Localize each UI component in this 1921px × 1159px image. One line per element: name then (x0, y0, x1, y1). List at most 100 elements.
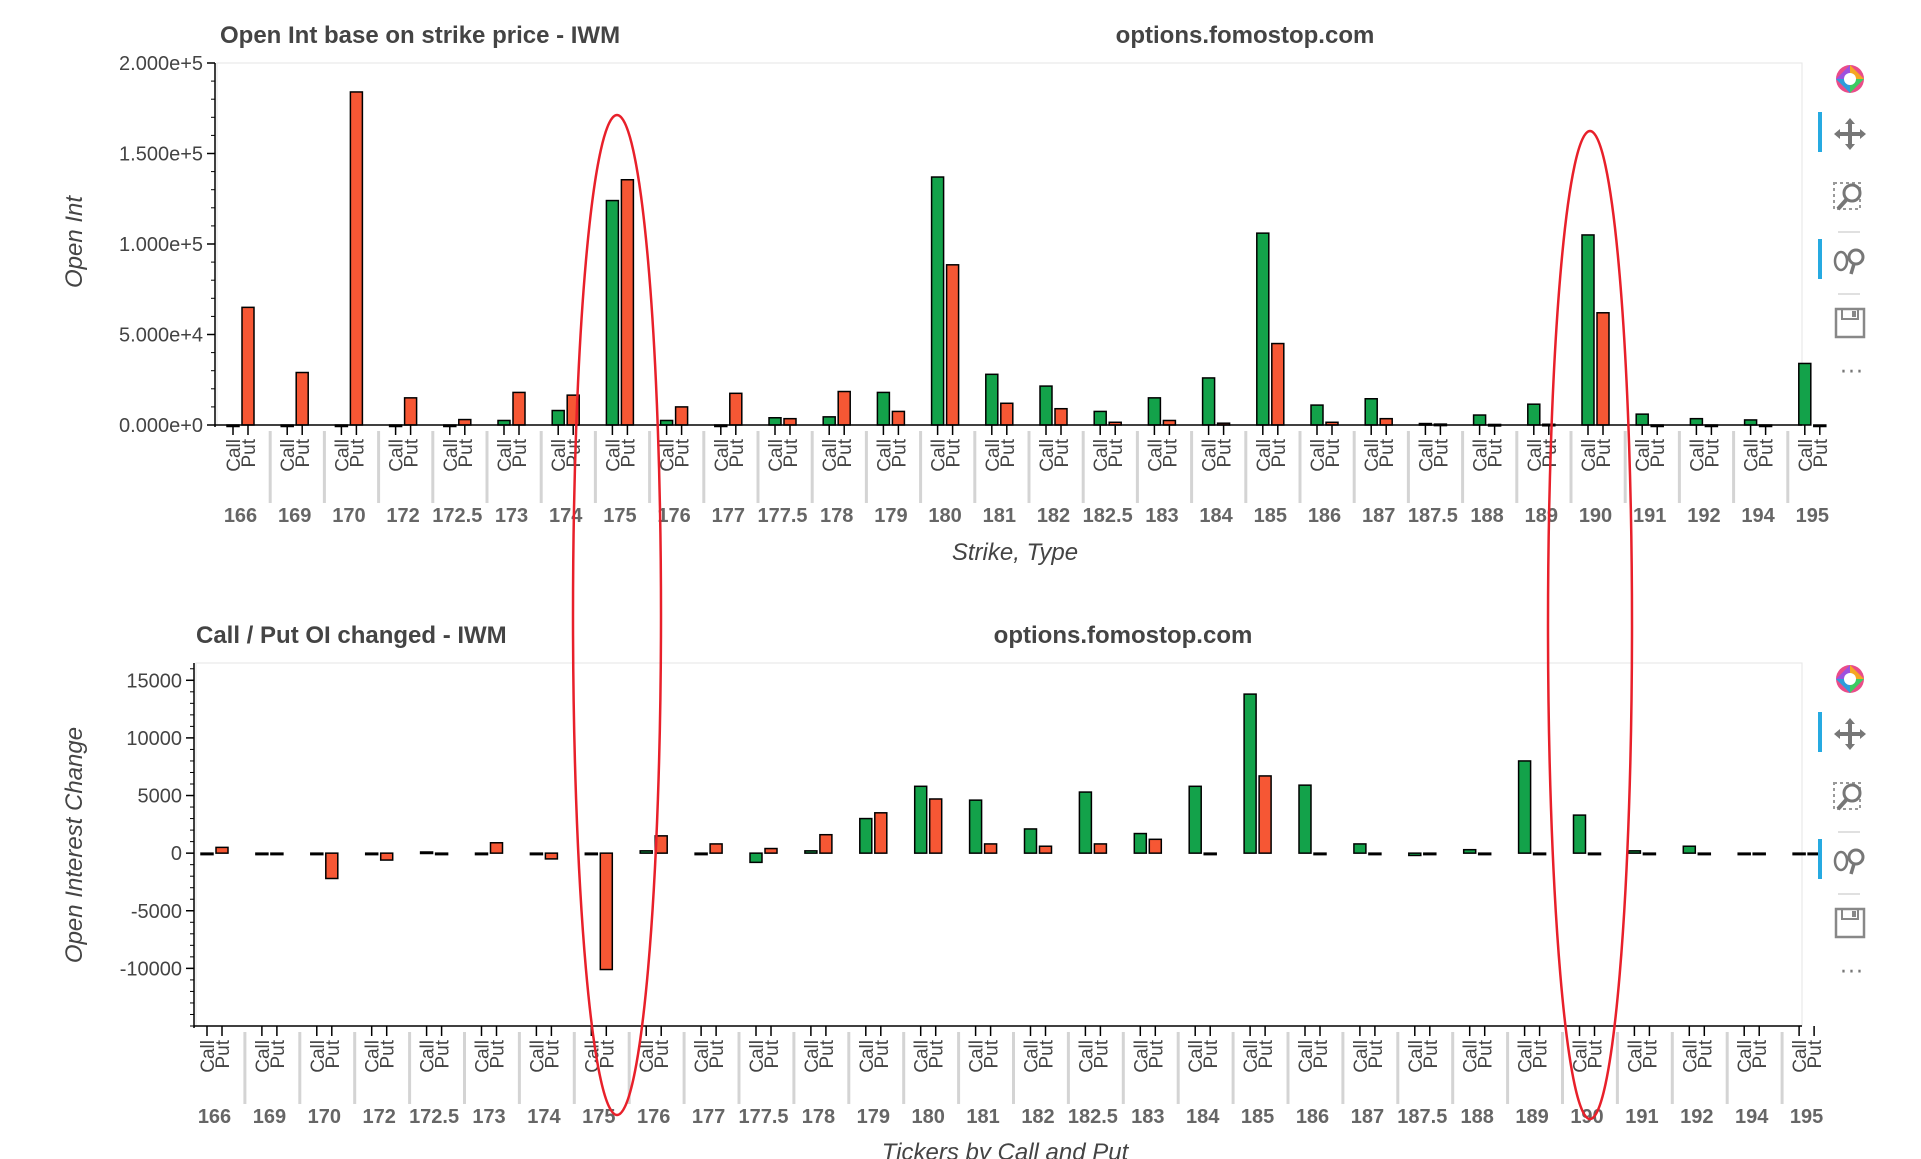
x-type-label: Put (542, 1039, 563, 1068)
bar-call (310, 852, 324, 856)
bar-call (419, 851, 434, 855)
bar-put (729, 392, 743, 426)
x-type-label: Put (927, 1039, 948, 1068)
box-zoom-icon[interactable] (1818, 773, 1878, 817)
x-type-label: Put (323, 1039, 344, 1068)
x-type-label: Call (1296, 1040, 1317, 1073)
x-strike-label: 175 (603, 505, 636, 527)
y-tick-label: -5000 (131, 901, 182, 923)
x-type-label: Put (1091, 1039, 1112, 1068)
x-strike-label: 192 (1687, 505, 1720, 527)
x-type-label: Call (418, 1040, 439, 1073)
x-type-label: Put (618, 438, 639, 467)
bar-put (434, 852, 449, 856)
bar-call (551, 409, 565, 426)
x-type-label: Put (488, 1039, 509, 1068)
x-strike-label: 187.5 (1397, 1106, 1447, 1128)
bar-call (1298, 784, 1312, 854)
wheel-zoom-icon[interactable] (1818, 237, 1878, 281)
x-type-label: Put (872, 1039, 893, 1068)
x-type-label: Put (1586, 1039, 1607, 1068)
x-strike-label: 173 (495, 505, 528, 527)
x-strike-label: 185 (1241, 1106, 1274, 1128)
x-type-label: Put (510, 438, 531, 467)
x-axis: CallPut166CallPut169CallPut170CallPut172… (194, 1025, 1826, 1128)
bar-put (403, 397, 418, 426)
bar-call (1792, 852, 1806, 856)
chart-watermark: options.fomostop.com (1116, 22, 1375, 49)
x-type-label: Put (597, 1039, 618, 1068)
bar-put (1368, 852, 1382, 856)
x-type-label: Put (1052, 438, 1073, 467)
x-type-label: Call (1516, 1040, 1537, 1073)
bar-call (1635, 413, 1649, 426)
x-type-label: Put (982, 1039, 1003, 1068)
oi-change-chart: Call / Put OI changed - IWM options.fomo… (61, 622, 1826, 1159)
bar-put (928, 798, 943, 854)
save-icon[interactable] (1818, 299, 1878, 343)
x-type-label: Put (1323, 438, 1344, 467)
x-type-label: Call (1406, 1040, 1427, 1073)
y-tick-label: 15000 (126, 670, 182, 692)
x-type-label: Call (332, 439, 353, 472)
x-strike-label: 170 (332, 505, 365, 527)
x-strike-label: 177.5 (738, 1106, 788, 1128)
bar-put (945, 264, 960, 426)
bar-call (1243, 693, 1257, 854)
chart-watermark: options.fomostop.com (994, 622, 1253, 649)
box-zoom-icon[interactable] (1818, 173, 1878, 217)
bar-call (749, 852, 763, 864)
bars (200, 693, 1821, 971)
bokeh-logo-icon[interactable] (1818, 655, 1878, 699)
x-type-label: Call (1241, 1040, 1262, 1073)
pan-icon[interactable] (1818, 110, 1878, 154)
bar-put (783, 417, 797, 426)
x-type-label: Call (1091, 439, 1112, 472)
bokeh-logo-icon[interactable] (1818, 55, 1878, 99)
bar-put (325, 852, 339, 880)
x-type-label: Put (1256, 1039, 1277, 1068)
x-strike-label: 176 (657, 505, 690, 527)
x-type-label: Put (433, 1039, 454, 1068)
x-type-label: Call (603, 439, 624, 472)
bar-call (1023, 828, 1038, 854)
bar-put (1038, 845, 1053, 854)
bar-call (1147, 397, 1162, 426)
x-type-label: Put (707, 1039, 728, 1068)
save-icon[interactable] (1818, 899, 1878, 943)
bar-call (1572, 814, 1587, 854)
y-tick-label: 1.000e+5 (119, 234, 203, 256)
bar-call (1310, 404, 1324, 426)
x-type-label: Call (967, 1040, 988, 1073)
x-type-label: Call (363, 1040, 384, 1073)
x-strike-label: 174 (549, 505, 583, 527)
bar-call (1472, 414, 1487, 426)
bar-put (1642, 852, 1657, 856)
bar-put (512, 391, 526, 426)
wheel-zoom-icon[interactable] (1818, 837, 1878, 881)
x-type-label: Put (378, 1039, 399, 1068)
x-strike-label: 187 (1362, 505, 1395, 527)
x-type-label: Call (1037, 439, 1058, 472)
bar-put (1148, 838, 1163, 854)
x-type-label: Put (1476, 1039, 1497, 1068)
x-strike-label: 175 (582, 1106, 615, 1128)
more-icon[interactable]: ··· (1840, 360, 1864, 385)
y-axis: -10000 -5000 0 5000 10000 15000 (120, 663, 195, 1028)
bar-call (1743, 419, 1758, 426)
x-strike-label: 184 (1199, 505, 1233, 527)
x-strike-label: 195 (1790, 1106, 1823, 1128)
x-type-label: Put (889, 438, 910, 467)
bar-call (968, 799, 983, 854)
x-strike-label: 194 (1741, 505, 1775, 527)
x-type-label: Put (1377, 438, 1398, 467)
x-axis-label: Tickers by Call and Put (882, 1139, 1130, 1159)
bar-call (1682, 845, 1697, 854)
bar-call (1078, 791, 1093, 854)
more-icon[interactable]: ··· (1840, 960, 1864, 985)
x-type-label: Call (1796, 439, 1817, 472)
pan-icon[interactable] (1818, 710, 1878, 754)
x-strike-label: 181 (983, 505, 1016, 527)
y-axis: 0.000e+0 5.000e+4 1.000e+5 1.500e+5 2.000e+5 (119, 53, 216, 437)
